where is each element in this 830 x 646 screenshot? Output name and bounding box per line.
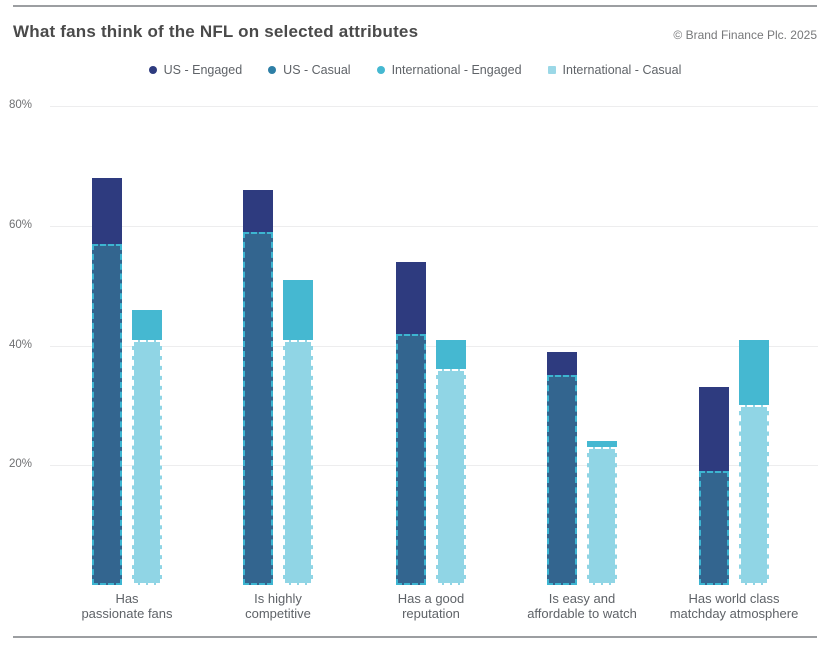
- legend-marker-icon: [148, 66, 157, 74]
- legend-item-3[interactable]: International - Casual: [547, 63, 682, 77]
- bar-us-casual-1[interactable]: [92, 243, 122, 585]
- plot-area: 80% 60% 40% 20%: [0, 99, 830, 585]
- bar-intl-casual-2[interactable]: [283, 339, 313, 585]
- bar-intl-casual-3[interactable]: [436, 369, 466, 585]
- bar-us-casual-3[interactable]: [396, 333, 426, 585]
- legend-item-label: US - Engaged: [163, 63, 243, 77]
- legend-item-2[interactable]: International - Engaged: [376, 63, 522, 77]
- y-axis-tick-40: 40%: [9, 338, 33, 351]
- y-axis-tick-20: 20%: [9, 458, 33, 471]
- category-label-line: passionate fans: [81, 606, 173, 621]
- category-label-5: Has world class matchday atmosphere: [649, 591, 819, 621]
- bar-us-casual-4[interactable]: [547, 375, 577, 585]
- bar-intl-casual-4[interactable]: [587, 447, 617, 585]
- legend-item-0[interactable]: US - Engaged: [148, 63, 243, 77]
- gridline-20: [50, 465, 818, 467]
- category-label-line: affordable to watch: [527, 606, 637, 621]
- legend-marker-icon: [376, 66, 385, 74]
- legend-item-label: International - Engaged: [391, 63, 522, 77]
- gridline-60: [50, 225, 818, 227]
- gridline-80: [50, 106, 818, 107]
- top-divider: [13, 5, 817, 7]
- chart-title: What fans think of the NFL on selected a…: [13, 22, 419, 41]
- legend-item-label: International - Casual: [562, 63, 682, 77]
- category-label-line: Has world class: [688, 591, 780, 606]
- chart-legend: US - Engaged US - Casual International - E…: [0, 63, 830, 77]
- category-label-3: Has a good reputation: [346, 591, 516, 621]
- y-axis-tick-60: 60%: [9, 218, 33, 231]
- category-label-4: Is easy and affordable to watch: [497, 591, 667, 621]
- bar-us-casual-5[interactable]: [699, 471, 729, 585]
- category-label-2: Is highly competitive: [193, 591, 363, 621]
- category-label-line: Has: [115, 591, 139, 606]
- category-label-line: Is highly: [254, 591, 302, 606]
- y-axis-tick-80: 80%: [9, 99, 33, 111]
- legend-marker-icon: [268, 66, 277, 74]
- category-label-1: Has passionate fans: [42, 591, 212, 621]
- category-label-line: competitive: [245, 606, 311, 621]
- bar-intl-casual-5[interactable]: [739, 405, 769, 585]
- bar-us-casual-2[interactable]: [243, 231, 273, 585]
- category-label-line: reputation: [402, 606, 460, 621]
- legend-marker-icon: [547, 66, 556, 74]
- legend-item-1[interactable]: US - Casual: [268, 63, 351, 77]
- category-label-line: Is easy and: [548, 591, 616, 606]
- category-axis: Has passionate fans Is highly competitive Ha…: [0, 591, 830, 631]
- category-label-line: Has a good: [397, 591, 465, 606]
- category-label-line: matchday atmosphere: [669, 606, 799, 621]
- gridline-40: [50, 345, 818, 347]
- copyright-note: © Brand Finance Plc. 2025: [673, 28, 817, 42]
- legend-item-label: US - Casual: [283, 63, 351, 77]
- bar-intl-casual-1[interactable]: [132, 339, 162, 585]
- bottom-divider: [13, 636, 817, 638]
